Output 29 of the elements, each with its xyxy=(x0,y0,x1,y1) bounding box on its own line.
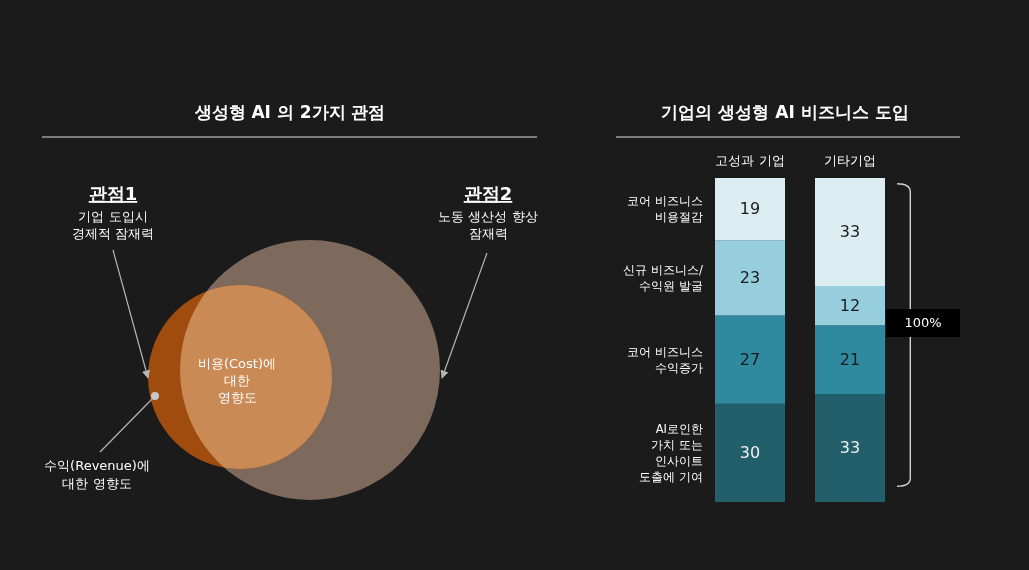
data-label: 23 xyxy=(739,267,761,287)
bar xyxy=(815,286,885,326)
bar xyxy=(715,178,785,241)
series-label: AI로인한 가치 또는 인사이트 도출에 기여 xyxy=(639,421,703,484)
data-label: 33 xyxy=(839,221,861,241)
data-label: 21 xyxy=(839,349,861,369)
chart-title: 기업의 생성형 AI 비즈니스 도입 xyxy=(661,102,909,122)
bar xyxy=(715,403,785,502)
bar xyxy=(815,394,885,502)
data-label: 33 xyxy=(839,437,861,457)
text: 노동 생산성 향상 잠재력 xyxy=(438,208,538,241)
series-label: 신규 비즈니스/ 수익원 발굴 xyxy=(623,262,704,293)
text: 100% xyxy=(904,314,942,330)
series-label: 코어 비즈니스 비용절감 xyxy=(627,193,703,224)
bar xyxy=(815,325,885,394)
series-label: 코어 비즈니스 수익증가 xyxy=(627,344,703,375)
bar xyxy=(715,240,785,316)
text: 비용(Cost)에 대한 영향도 xyxy=(197,355,277,405)
x-tick-label: 기타기업 xyxy=(824,152,876,168)
bar xyxy=(815,178,885,286)
data-label: 12 xyxy=(839,295,861,315)
data-label: 27 xyxy=(739,349,761,369)
bar xyxy=(715,315,785,404)
x-tick-label: 고성과 기업 xyxy=(715,152,785,168)
data-label: 30 xyxy=(739,442,761,462)
text: 기업 도입시 경제적 잠재력 xyxy=(71,208,155,241)
data-label: 19 xyxy=(739,198,761,218)
text: 생성형 AI 의 2가지 관점 xyxy=(193,102,386,122)
text: 수익(Revenue)에 대한 영향도 xyxy=(44,457,150,491)
